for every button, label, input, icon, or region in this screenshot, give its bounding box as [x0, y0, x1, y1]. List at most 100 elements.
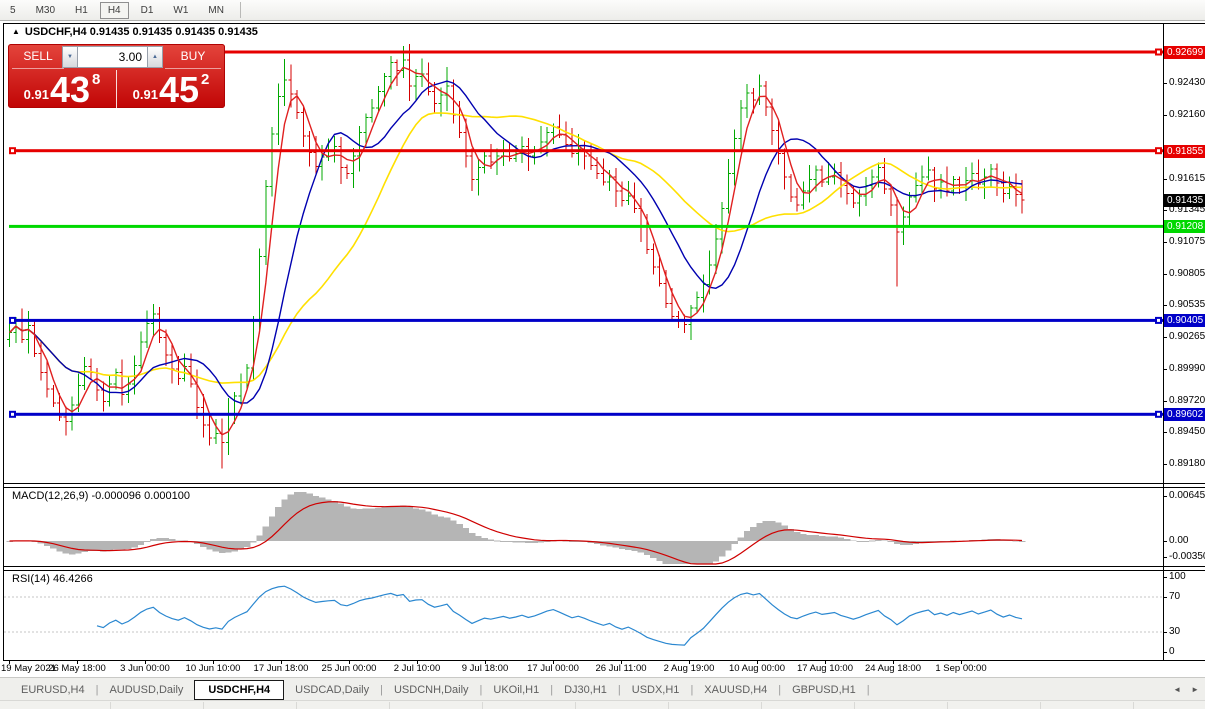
timeframe-button-m30[interactable]: M30 [35, 4, 56, 16]
buy-price-big-digits: 45 [158, 69, 199, 110]
price-axis-label: 0.91075 [1169, 236, 1205, 247]
date-axis-tick [417, 660, 418, 664]
chart-title: ▲ USDCHF,H4 0.91435 0.91435 0.91435 0.914… [12, 26, 258, 38]
tab-separator: | [690, 683, 694, 696]
indicator-axis-label: -0.00350 [1169, 551, 1205, 562]
panel-border [3, 566, 1205, 567]
indicator-axis-label: 0 [1169, 646, 1175, 657]
date-axis-tick [281, 660, 282, 664]
timeframe-buttons: 5 M30 H1 H4 D1 W1 MN [0, 1, 234, 19]
price-axis-label: 0.89450 [1169, 426, 1205, 437]
macd-panel[interactable] [3, 488, 1163, 565]
status-divider [1040, 702, 1041, 709]
volume-input[interactable]: 3.00 [78, 46, 147, 68]
tab-eurusd-h4[interactable]: EURUSD,H4 [21, 683, 85, 696]
chart-tabbar: EURUSD,H4 | AUDUSD,Daily USDCHF,H4 USDCAD,Da… [0, 677, 1205, 701]
status-divider [296, 702, 297, 709]
panel-border [3, 487, 1205, 488]
timeframe-button-h4[interactable]: H4 [99, 1, 129, 19]
indicator-axis-tick [1163, 632, 1167, 633]
price-axis-tick [1163, 337, 1167, 338]
sell-button[interactable]: SELL [12, 44, 64, 69]
price-axis-label: 0.90265 [1169, 331, 1205, 342]
price-badge-red: 0.92699 [1164, 46, 1205, 59]
date-axis-label: 10 Aug 00:00 [729, 663, 785, 674]
buy-button[interactable]: BUY [165, 44, 221, 69]
indicator-axis-tick [1163, 597, 1167, 598]
tab-xauusd-h4[interactable]: XAUUSD,H4 [704, 683, 768, 696]
indicator-axis-label: 0.00 [1169, 535, 1189, 546]
timeframe-button-w1[interactable]: W1 [173, 4, 189, 16]
date-axis-label: 24 Aug 18:00 [865, 663, 921, 674]
price-axis-label: 0.89990 [1169, 363, 1205, 374]
price-axis-label: 0.91615 [1169, 173, 1205, 184]
tab-usdcnh-daily[interactable]: USDCNH,Daily [393, 683, 469, 696]
tab-separator: | [95, 683, 99, 696]
tab-usdchf-h4[interactable]: USDCHF,H4 [194, 679, 285, 700]
collapse-triangle-icon[interactable]: ▲ [12, 27, 20, 36]
tab-usdcad-daily[interactable]: USDCAD,Daily [295, 683, 370, 696]
date-axis-tick [757, 660, 758, 664]
main-chart[interactable] [3, 24, 1163, 484]
price-axis-label: 0.91345 [1169, 204, 1205, 215]
date-axis-label: 17 Aug 10:00 [797, 663, 853, 674]
tab-separator: | [479, 683, 483, 696]
date-axis-tick [349, 660, 350, 664]
timeframe-button-h1[interactable]: H1 [75, 4, 88, 16]
buy-price-prefix: 0.91 [132, 87, 158, 102]
price-badge-red: 0.91855 [1164, 145, 1205, 158]
price-axis-tick [1163, 274, 1167, 275]
timeframe-button-mn[interactable]: MN [208, 4, 224, 16]
tab-scroll-left-icon[interactable]: ◄ [1173, 685, 1182, 694]
status-divider [575, 702, 576, 709]
panel-border-vertical [3, 23, 4, 661]
date-axis-label: 2 Jul 10:00 [393, 663, 441, 674]
panel-border [3, 660, 1205, 661]
timeframe-button-d1[interactable]: D1 [140, 4, 154, 16]
price-badge-green: 0.91208 [1164, 220, 1205, 233]
date-axis-label: 25 Jun 00:00 [321, 663, 377, 674]
date-axis-label: 1 Sep 00:00 [935, 663, 987, 674]
tab-separator: | [866, 683, 870, 696]
status-divider [947, 702, 948, 709]
tab-usdx-h1[interactable]: USDX,H1 [631, 683, 680, 696]
timeframe-toolbar: 5 M30 H1 H4 D1 W1 MN [0, 0, 1205, 21]
date-axis-tick [145, 660, 146, 664]
status-divider [482, 702, 483, 709]
price-axis-tick [1163, 305, 1167, 306]
volume-increase-button[interactable]: ▲ [147, 46, 163, 68]
panel-border [3, 570, 1205, 571]
tab-ukoil-h1[interactable]: UKOil,H1 [493, 683, 540, 696]
tab-scroll-right-icon[interactable]: ► [1191, 685, 1199, 694]
date-axis-tick [961, 660, 962, 664]
price-axis-tick [1163, 464, 1167, 465]
tab-gbpusd-h1[interactable]: GBPUSD,H1 [792, 683, 856, 696]
volume-decrease-button[interactable]: ▼ [62, 46, 78, 68]
date-axis-tick [9, 660, 10, 664]
date-axis-label: 26 May 18:00 [48, 663, 106, 674]
date-axis-label: 9 Jul 18:00 [461, 663, 509, 674]
panel-border-vertical [1163, 23, 1164, 661]
date-axis-label: 2 Aug 19:00 [663, 663, 715, 674]
tab-audusd-daily[interactable]: AUDUSD,Daily [109, 683, 184, 696]
tab-separator: | [617, 683, 621, 696]
sell-price-pip-digit: 8 [92, 71, 101, 88]
price-axis-tick [1163, 179, 1167, 180]
timeframe-button-5[interactable]: 5 [10, 4, 16, 16]
date-axis-tick [621, 660, 622, 664]
rsi-panel[interactable] [3, 571, 1163, 659]
price-axis-tick [1163, 115, 1167, 116]
price-axis-label: 0.90805 [1169, 268, 1205, 279]
tab-dj30-h1[interactable]: DJ30,H1 [564, 683, 607, 696]
date-axis-tick [553, 660, 554, 664]
date-axis-tick [77, 660, 78, 664]
status-divider [761, 702, 762, 709]
price-axis-tick [1163, 401, 1167, 402]
date-axis-tick [825, 660, 826, 664]
indicator-axis-tick [1163, 652, 1167, 653]
sell-price[interactable]: 0.91 43 8 [8, 70, 117, 108]
status-bar [0, 700, 1205, 709]
tab-separator: | [550, 683, 554, 696]
indicator-axis-label: 70 [1169, 591, 1181, 602]
buy-price[interactable]: 0.91 45 2 [117, 70, 225, 108]
